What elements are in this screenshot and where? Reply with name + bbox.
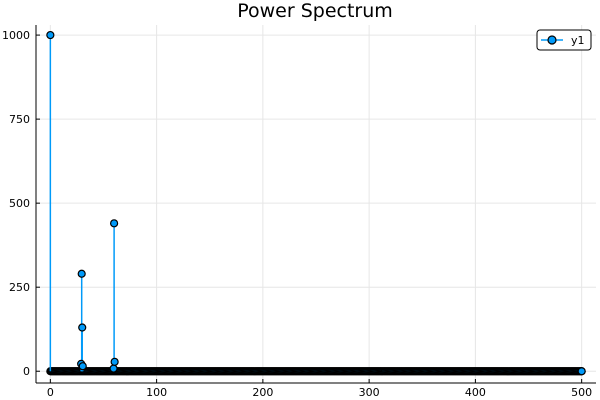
tick-labels: 0 100 200 300 400 500 0 250 500 750 1000	[2, 29, 592, 399]
x-tick-label: 300	[359, 386, 380, 399]
data-point	[78, 323, 87, 332]
legend: y1	[536, 29, 592, 51]
y-tick-label: 500	[9, 197, 30, 210]
data-point	[109, 364, 118, 373]
y-tick-label: 250	[9, 281, 30, 294]
axes	[35, 25, 596, 384]
y-tick-label: 750	[9, 113, 30, 126]
data-point	[577, 367, 586, 376]
legend-box	[536, 29, 592, 51]
x-tick-label: 200	[252, 386, 273, 399]
baseline-markers	[46, 367, 586, 376]
data-point	[78, 362, 87, 371]
data-point	[77, 269, 86, 278]
grid-lines	[36, 25, 596, 383]
legend-marker-icon	[547, 35, 557, 45]
data-point	[110, 357, 119, 366]
x-tick-label: 500	[571, 386, 592, 399]
data-point	[110, 219, 119, 228]
x-tick-label: 0	[47, 386, 54, 399]
y-tick-label: 1000	[2, 29, 30, 42]
data-point	[46, 30, 55, 40]
legend-label-y1: y1	[571, 34, 585, 47]
chart-title: Power Spectrum	[237, 0, 393, 22]
data-markers	[46, 30, 586, 376]
y-tick-label: 0	[23, 365, 30, 378]
x-tick-label: 100	[146, 386, 167, 399]
x-tick-label: 400	[465, 386, 486, 399]
